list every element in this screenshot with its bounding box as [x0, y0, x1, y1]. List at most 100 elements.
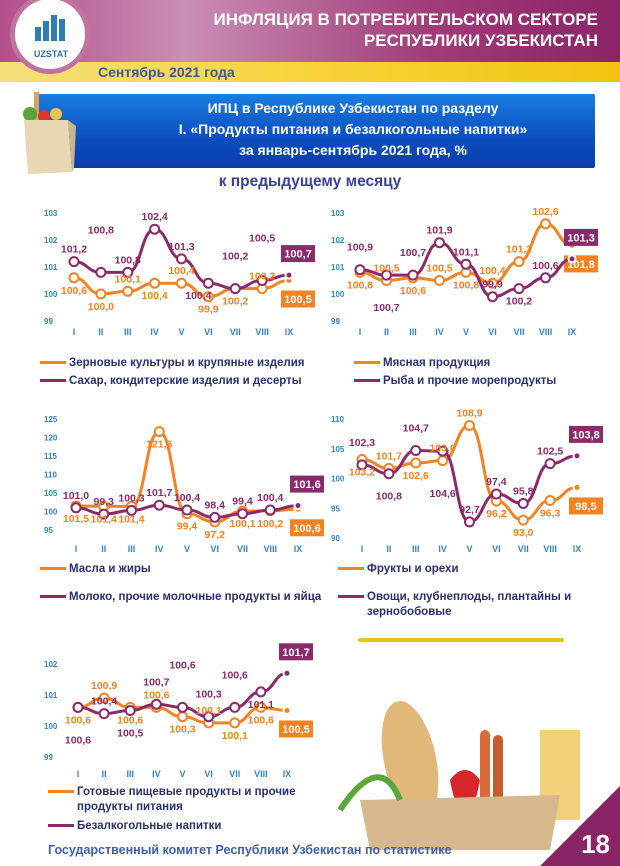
data-label: 100,6: [248, 714, 274, 726]
x-tick-label: II: [98, 327, 103, 337]
legend-label: Масла и жиры: [69, 563, 151, 575]
data-label: 100,6: [293, 523, 321, 535]
x-tick-label: II: [386, 544, 391, 554]
banner-line1: ИПЦ в Республике Узбекистан по разделу: [207, 100, 499, 116]
data-label: 101,2: [506, 244, 532, 256]
legend-chart4-series2: Овощи, клубнеплоды, плантайны и зернобоб…: [338, 590, 607, 620]
data-point: [149, 223, 161, 235]
y-tick-label: 103: [44, 209, 58, 218]
data-label: 99,4: [232, 496, 253, 508]
value-badge: [569, 425, 603, 443]
data-label: 100,4: [168, 265, 194, 277]
x-tick-label: II: [384, 327, 389, 337]
legend-chart2-series1: Мясная продукция: [354, 356, 490, 371]
data-label: 103,2: [349, 466, 375, 478]
legend-chart3-series1: Масла и жиры: [40, 562, 151, 577]
data-label: 99,4: [177, 521, 198, 533]
logo-bars-icon: [35, 13, 67, 41]
data-point: [282, 668, 292, 678]
x-tick-label: V: [466, 544, 472, 554]
data-label: 100,7: [284, 249, 312, 261]
data-point: [437, 455, 449, 467]
legend-label: Безалкогольные напитки: [77, 820, 222, 832]
legend-label: Зерновые культуры и крупяные изделия: [69, 357, 305, 369]
x-tick-label: III: [128, 544, 136, 554]
data-point: [487, 291, 498, 303]
y-tick-label: 100: [331, 290, 345, 299]
data-label: 100,2: [257, 518, 283, 530]
data-point: [513, 283, 525, 295]
data-label: 100,6: [400, 285, 426, 297]
logo-text: UZSTAT: [33, 49, 69, 59]
legend-chart5-series2: Безалкогольные напитки: [48, 819, 221, 834]
report-title-line1: ИНФЛЯЦИЯ В ПОТРЕБИТЕЛЬСКОМ СЕКТОРЕ: [213, 10, 598, 29]
data-point: [383, 468, 395, 480]
data-point: [229, 717, 241, 729]
orange-line-marker-icon: [338, 567, 364, 571]
legend-label: Мясная продукция: [383, 357, 491, 369]
data-label: 100,8: [453, 279, 479, 291]
purple-line-marker-icon: [40, 595, 66, 599]
data-label: 101,4: [91, 513, 117, 525]
banner-line3: за январь-сентябрь 2021 года, %: [239, 142, 467, 158]
data-label: 100,9: [347, 242, 373, 254]
orange-line-marker-icon: [354, 361, 380, 365]
y-tick-label: 99: [44, 753, 53, 762]
data-point: [203, 711, 215, 723]
data-point: [513, 256, 525, 268]
data-point: [544, 458, 556, 470]
data-point: [437, 445, 449, 457]
data-point: [517, 497, 529, 509]
data-point: [229, 283, 241, 295]
data-label: 101,4: [118, 513, 144, 525]
data-label: 100,5: [117, 728, 143, 740]
data-label: 98,4: [205, 499, 226, 511]
x-tick-label: V: [184, 544, 190, 554]
data-label: 99,9: [198, 304, 219, 316]
y-tick-label: 99: [44, 317, 53, 326]
uzstat-logo: UZSTAT: [10, 0, 90, 74]
footer-organization: Государственный комитет Республики Узбек…: [48, 843, 452, 857]
data-point: [70, 502, 82, 514]
data-label: 100,7: [373, 302, 399, 314]
data-label: 101,7: [146, 487, 172, 499]
data-point: [282, 706, 292, 715]
data-label: 101,3: [567, 232, 595, 244]
data-point: [177, 711, 188, 723]
legend-chart2-series2: Рыба и прочие морепродукты: [354, 374, 556, 389]
data-point: [229, 701, 241, 713]
report-title-line2: РЕСПУБЛИКИ УЗБЕКИСТАН: [363, 31, 598, 50]
purple-line-marker-icon: [338, 595, 364, 599]
data-point: [98, 708, 110, 720]
x-tick-label: III: [412, 544, 420, 554]
data-point: [153, 426, 165, 438]
data-point: [202, 291, 214, 303]
data-label: 100,3: [118, 492, 144, 504]
data-label: 95,8: [513, 485, 534, 497]
page-corner: [540, 786, 620, 866]
data-point: [256, 275, 268, 286]
chart-subtitle: к предыдущему месяцу: [218, 173, 402, 190]
x-tick-label: IV: [150, 327, 159, 337]
data-point: [284, 270, 294, 280]
x-tick-label: IV: [438, 544, 447, 554]
y-tick-label: 90: [331, 534, 340, 543]
data-point: [68, 272, 80, 284]
data-label: 100,2: [222, 251, 248, 263]
legend-chart4-series1: Фрукты и орехи: [338, 562, 459, 577]
data-label: 100,1: [195, 705, 221, 717]
value-badge: [281, 290, 315, 308]
x-tick-label: VIII: [255, 327, 269, 337]
y-tick-label: 120: [44, 434, 58, 443]
data-point: [264, 504, 276, 516]
data-point: [567, 254, 577, 264]
grocery-bag-icon: [23, 92, 76, 174]
data-point: [410, 457, 422, 469]
value-badge: [279, 720, 313, 738]
data-point: [356, 459, 368, 471]
data-point: [293, 501, 303, 511]
x-tick-label: I: [77, 769, 80, 779]
data-label: 101,9: [426, 225, 452, 237]
x-tick-label: VIII: [539, 327, 553, 337]
